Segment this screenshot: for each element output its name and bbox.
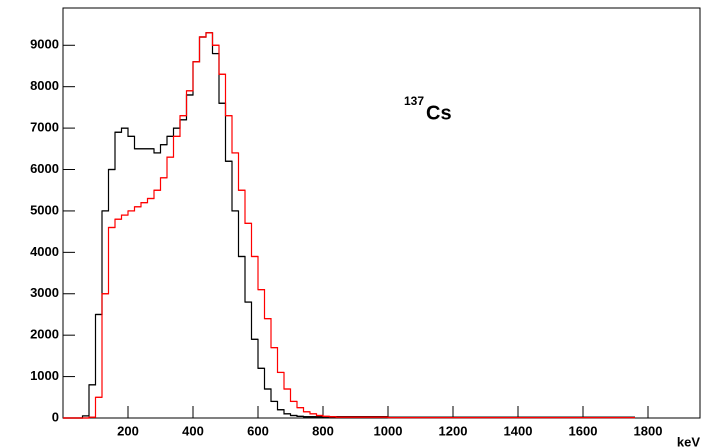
y-tick-label: 7000 (30, 120, 59, 135)
x-tick-label: 1800 (634, 423, 663, 438)
y-tick-label: 8000 (30, 78, 59, 93)
y-tick-label: 6000 (30, 161, 59, 176)
x-tick-label: 1200 (439, 423, 468, 438)
plot-frame (62, 7, 701, 419)
y-tick-label: 4000 (30, 244, 59, 259)
x-tick-label: 800 (312, 423, 334, 438)
histogram-outline (63, 32, 635, 419)
y-tick-label: 0 (52, 409, 59, 424)
histogram-outline (63, 32, 635, 419)
x-tick-label: 1600 (569, 423, 598, 438)
x-tick-label: 600 (247, 423, 269, 438)
x-tick-label: 1400 (504, 423, 533, 438)
annotation-superscript: 137 (404, 94, 424, 108)
y-tick-label: 3000 (30, 285, 59, 300)
y-tick-label: 1000 (30, 368, 59, 383)
x-axis-label: keV (677, 434, 700, 448)
x-tick-label: 400 (182, 423, 204, 438)
x-tick-label: 1000 (374, 423, 403, 438)
annotation: Cs (426, 102, 452, 124)
y-tick-label: 9000 (30, 37, 59, 52)
y-tick-label: 2000 (30, 327, 59, 342)
x-tick-label: 200 (117, 423, 139, 438)
y-tick-label: 5000 (30, 202, 59, 217)
